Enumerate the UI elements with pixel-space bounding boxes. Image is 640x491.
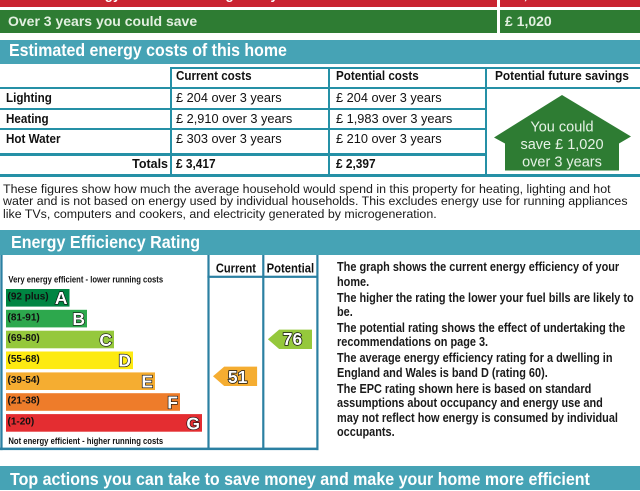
svg-text:F: F bbox=[167, 392, 178, 412]
svg-text:(69-80): (69-80) bbox=[8, 333, 40, 344]
svg-text:A: A bbox=[55, 288, 68, 308]
svg-text:Potential: Potential bbox=[267, 261, 315, 275]
svg-text:Not energy efficient - higher: Not energy efficient - higher running co… bbox=[8, 434, 163, 445]
svg-text:B: B bbox=[72, 309, 85, 329]
svg-text:51: 51 bbox=[228, 367, 248, 387]
svg-text:over 3 years: over 3 years bbox=[522, 155, 602, 171]
svg-text:D: D bbox=[118, 350, 131, 370]
svg-text:You could: You could bbox=[530, 120, 593, 136]
svg-text:G: G bbox=[186, 413, 200, 433]
svg-text:76: 76 bbox=[283, 329, 303, 349]
svg-text:(21-38): (21-38) bbox=[8, 395, 40, 406]
svg-text:Current: Current bbox=[216, 261, 257, 275]
svg-text:save £ 1,020: save £ 1,020 bbox=[520, 137, 603, 153]
svg-text:C: C bbox=[99, 329, 112, 349]
svg-text:(55-68): (55-68) bbox=[8, 354, 40, 365]
svg-text:E: E bbox=[141, 371, 153, 391]
svg-text:Very energy efficient - lower: Very energy efficient - lower running co… bbox=[8, 273, 163, 284]
svg-text:(39-54): (39-54) bbox=[8, 374, 40, 385]
svg-text:(1-20): (1-20) bbox=[8, 416, 35, 427]
svg-text:(81-91): (81-91) bbox=[8, 312, 40, 323]
svg-text:(92 plus): (92 plus) bbox=[8, 291, 49, 302]
